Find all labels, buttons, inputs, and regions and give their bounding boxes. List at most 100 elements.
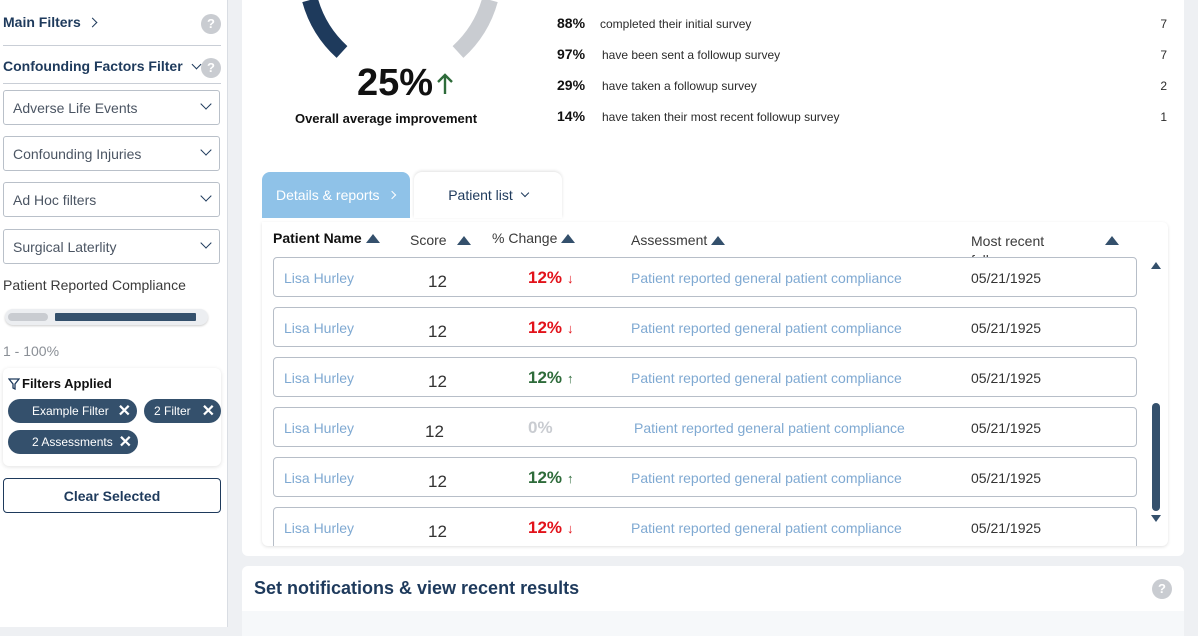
- confounding-filter-label: Confounding Factors Filter: [3, 58, 183, 74]
- chevron-down-icon: [191, 59, 202, 69]
- assessment-link[interactable]: Patient reported general patient complia…: [634, 420, 905, 436]
- sort-triangle-icon[interactable]: [1105, 236, 1119, 245]
- chevron-right-icon: [87, 17, 98, 27]
- chevron-down-icon: [200, 144, 212, 156]
- scroll-up-icon[interactable]: [1151, 262, 1161, 269]
- stat-row: 97% have been sent a followup survey 7: [557, 46, 1167, 62]
- stat-row: 14% have taken their most recent followup…: [557, 108, 1167, 124]
- stat-row: 88% completed their initial survey 7: [557, 15, 1167, 31]
- assessment-link[interactable]: Patient reported general patient complia…: [631, 470, 902, 486]
- sort-triangle-icon[interactable]: [711, 235, 726, 245]
- patient-name-link[interactable]: Lisa Hurley: [284, 420, 355, 436]
- change-value: 12% ↓: [528, 318, 574, 337]
- arrow-up-icon: ↑: [567, 471, 574, 486]
- filters-applied-heading: Filters Applied: [8, 376, 112, 391]
- chevron-down-icon: [200, 237, 212, 249]
- assessment-link[interactable]: Patient reported general patient complia…: [631, 370, 902, 386]
- arrow-down-icon: ↓: [567, 521, 574, 536]
- change-value: 12% ↑: [528, 368, 574, 387]
- surgical-laterality-select[interactable]: Surgical Laterlity: [3, 229, 220, 264]
- patient-name-link[interactable]: Lisa Hurley: [284, 320, 355, 336]
- compliance-slider[interactable]: [5, 309, 208, 325]
- sort-triangle-icon[interactable]: [365, 233, 380, 243]
- divider: [3, 45, 221, 46]
- notifications-body: [242, 611, 1184, 636]
- help-icon[interactable]: ?: [201, 14, 221, 34]
- close-icon[interactable]: ✕: [201, 403, 215, 420]
- change-value: 0%: [528, 418, 553, 437]
- confounding-injuries-select[interactable]: Confounding Injuries: [3, 136, 220, 171]
- header-assessment[interactable]: Assessment: [631, 232, 726, 248]
- main-filters-toggle[interactable]: Main Filters: [3, 14, 223, 30]
- chevron-down-icon: [200, 98, 212, 110]
- clear-selected-button[interactable]: Clear Selected: [3, 478, 221, 513]
- close-icon[interactable]: ✕: [117, 403, 131, 420]
- score-value: 12: [428, 522, 447, 541]
- help-icon[interactable]: ?: [1152, 579, 1172, 599]
- table-row[interactable]: Lisa Hurley 12 12% ↓ Patient reported genera…: [273, 257, 1137, 297]
- arrow-down-icon: ↓: [567, 271, 574, 286]
- followup-date: 05/21/1925: [971, 420, 1042, 436]
- change-value: 12% ↓: [528, 268, 574, 287]
- assessment-link[interactable]: Patient reported general patient complia…: [631, 520, 902, 536]
- score-value: 12: [428, 472, 447, 491]
- sort-triangle-icon[interactable]: [456, 235, 471, 245]
- tab-patient-list[interactable]: Patient list: [414, 172, 562, 218]
- adverse-life-events-select[interactable]: Adverse Life Events: [3, 90, 220, 125]
- score-value: 12: [428, 272, 447, 291]
- close-icon[interactable]: ✕: [118, 434, 132, 451]
- filter-funnel-icon: [8, 377, 20, 390]
- assessment-link[interactable]: Patient reported general patient complia…: [631, 320, 902, 336]
- score-value: 12: [425, 422, 444, 441]
- assessment-link[interactable]: Patient reported general patient complia…: [631, 270, 902, 286]
- followup-date: 05/21/1925: [971, 270, 1042, 286]
- filter-chip[interactable]: 2 Assessments ✕: [8, 430, 138, 454]
- patient-name-link[interactable]: Lisa Hurley: [284, 270, 355, 286]
- table-row[interactable]: Lisa Hurley 12 0% Patient reported general …: [273, 407, 1137, 447]
- table-row[interactable]: Lisa Hurley 12 12% ↑ Patient reported genera…: [273, 357, 1137, 397]
- slider-handle[interactable]: [8, 313, 48, 321]
- sort-triangle-icon[interactable]: [561, 233, 576, 243]
- patient-name-link[interactable]: Lisa Hurley: [284, 520, 355, 536]
- header-change[interactable]: % Change: [492, 230, 576, 246]
- patient-name-link[interactable]: Lisa Hurley: [284, 370, 355, 386]
- patient-name-link[interactable]: Lisa Hurley: [284, 470, 355, 486]
- followup-date: 05/21/1925: [971, 370, 1042, 386]
- change-value: 12% ↑: [528, 468, 574, 487]
- followup-date: 05/21/1925: [971, 470, 1042, 486]
- tab-details-reports[interactable]: Details & reports: [262, 172, 410, 218]
- filter-chip[interactable]: 2 Filter ✕: [144, 399, 221, 423]
- table-scrollbar[interactable]: [1152, 266, 1160, 516]
- improvement-label: Overall average improvement: [294, 111, 478, 126]
- score-value: 12: [428, 322, 447, 341]
- table-row[interactable]: Lisa Hurley 12 12% ↑ Patient reported genera…: [273, 457, 1137, 497]
- help-icon[interactable]: ?: [201, 58, 221, 78]
- arrow-down-icon: ↓: [567, 321, 574, 336]
- chevron-down-icon: [520, 188, 530, 198]
- chevron-down-icon: [200, 190, 212, 202]
- table-row[interactable]: Lisa Hurley 12 12% ↓ Patient reported genera…: [273, 307, 1137, 347]
- filter-chip[interactable]: Example Filter ✕: [8, 399, 137, 423]
- scroll-down-icon[interactable]: [1151, 515, 1161, 522]
- compliance-range: 1 - 100%: [3, 343, 60, 359]
- improvement-gauge: [302, 0, 498, 58]
- slider-fill: [55, 313, 196, 321]
- followup-date: 05/21/1925: [971, 320, 1042, 336]
- followup-date: 05/21/1925: [971, 520, 1042, 536]
- sidebar: Main Filters ? Confounding Factors Filte…: [0, 0, 228, 627]
- main-filters-label: Main Filters: [3, 14, 81, 30]
- confounding-filter-toggle[interactable]: Confounding Factors Filter: [3, 58, 223, 74]
- gauge-progress-arc: [302, 0, 348, 58]
- notifications-card: Set notifications & view recent results …: [242, 566, 1184, 636]
- change-value: 12% ↓: [528, 518, 574, 537]
- ad-hoc-filters-select[interactable]: Ad Hoc filters: [3, 182, 220, 217]
- header-score[interactable]: Score: [410, 232, 471, 248]
- notifications-title: Set notifications & view recent results: [254, 578, 580, 598]
- compliance-label: Patient Reported Compliance: [3, 277, 186, 293]
- header-patient-name[interactable]: Patient Name: [273, 230, 380, 246]
- arrow-up-icon: ↑: [567, 371, 574, 386]
- score-value: 12: [428, 372, 447, 391]
- table-row[interactable]: Lisa Hurley 12 12% ↓ Patient reported genera…: [273, 507, 1137, 546]
- scrollbar-thumb[interactable]: [1152, 403, 1160, 511]
- chevron-right-icon: [388, 190, 397, 200]
